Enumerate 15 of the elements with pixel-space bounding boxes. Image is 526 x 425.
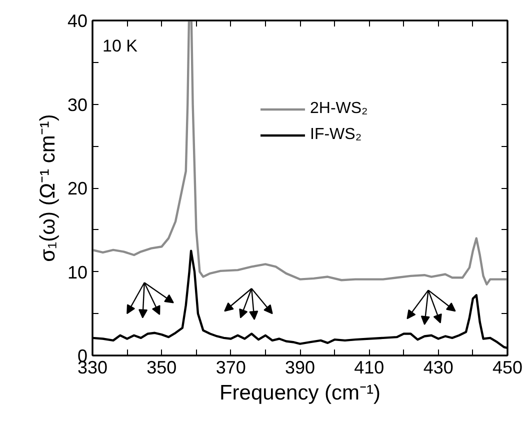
x-tick-label: 370 bbox=[216, 358, 246, 378]
annotation: 10 K bbox=[102, 36, 138, 56]
y-tick-label: 20 bbox=[67, 178, 88, 198]
x-tick-label: 350 bbox=[146, 358, 177, 378]
y-tick-label: 30 bbox=[67, 94, 88, 115]
legend-label: IF-WS₂ bbox=[310, 126, 362, 144]
y-axis-title: σ₁(ω) (Ω⁻¹ cm⁻¹) bbox=[36, 114, 60, 262]
x-axis-title: Frequency (cm⁻¹) bbox=[219, 382, 381, 404]
x-tick-label: 450 bbox=[492, 358, 523, 378]
legend-label: 2H-WS₂ bbox=[310, 100, 368, 118]
x-tick-label: 390 bbox=[284, 358, 316, 378]
x-tick-label: 410 bbox=[354, 358, 384, 378]
y-tick-label: 40 bbox=[67, 11, 88, 31]
y-tick-label: 10 bbox=[67, 262, 88, 282]
x-tick-label: 430 bbox=[423, 358, 454, 378]
